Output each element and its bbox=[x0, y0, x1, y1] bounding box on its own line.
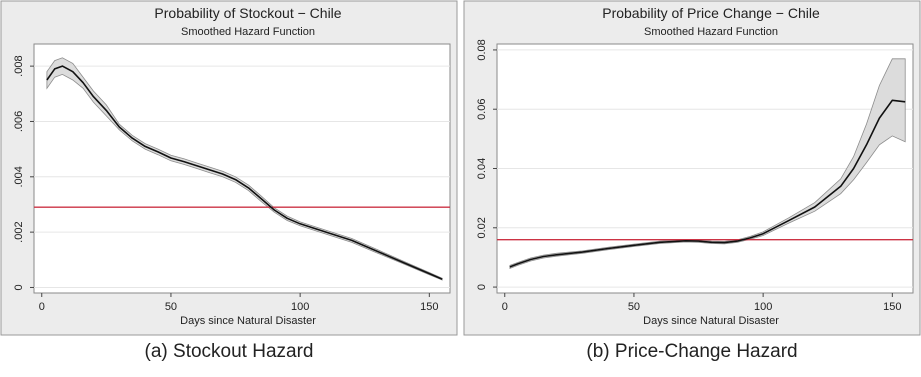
y-tick-label: 0.06 bbox=[476, 99, 488, 120]
x-tick-label: 100 bbox=[291, 301, 309, 313]
price-change-hazard-chart: Probability of Price Change − Chile Smoot… bbox=[463, 0, 921, 336]
x-tick-label: 50 bbox=[165, 301, 177, 313]
y-tick-label: 0.08 bbox=[476, 39, 488, 60]
y-tick-label: .006 bbox=[13, 111, 25, 132]
price-change-hazard-caption: (b) Price-Change Hazard bbox=[586, 341, 798, 362]
x-tick-label: 150 bbox=[420, 301, 438, 313]
y-tick-label: .004 bbox=[13, 166, 25, 187]
x-axis-label: Days since Natural Disaster bbox=[643, 315, 779, 327]
x-axis-label: Days since Natural Disaster bbox=[180, 315, 316, 327]
x-tick-label: 150 bbox=[883, 301, 901, 313]
y-tick-label: .002 bbox=[13, 221, 25, 242]
stockout-hazard-caption: (a) Stockout Hazard bbox=[144, 341, 314, 362]
confidence-band bbox=[509, 58, 906, 269]
x-tick-label: 0 bbox=[39, 301, 45, 313]
stockout-hazard-panel: Probability of Stockout − Chile Smoothed … bbox=[0, 0, 458, 377]
y-tick-label: 0 bbox=[13, 284, 25, 290]
y-tick-label: 0.04 bbox=[476, 158, 488, 179]
y-tick-label: 0.02 bbox=[476, 217, 488, 238]
chart-title: Probability of Price Change − Chile bbox=[602, 5, 820, 21]
x-tick-label: 50 bbox=[628, 301, 640, 313]
x-tick-label: 0 bbox=[502, 301, 508, 313]
y-tick-label: .008 bbox=[13, 55, 25, 76]
hazard-line bbox=[46, 65, 443, 280]
stockout-hazard-chart: Probability of Stockout − Chile Smoothed … bbox=[0, 0, 458, 336]
hazard-line bbox=[509, 99, 906, 268]
y-tick-label: 0 bbox=[476, 284, 488, 290]
chart-title: Probability of Stockout − Chile bbox=[154, 5, 341, 21]
chart-subtitle: Smoothed Hazard Function bbox=[644, 26, 778, 38]
chart-subtitle: Smoothed Hazard Function bbox=[181, 26, 315, 38]
confidence-band bbox=[46, 57, 443, 281]
x-tick-label: 100 bbox=[754, 301, 772, 313]
price-change-hazard-panel: Probability of Price Change − Chile Smoot… bbox=[463, 0, 921, 377]
